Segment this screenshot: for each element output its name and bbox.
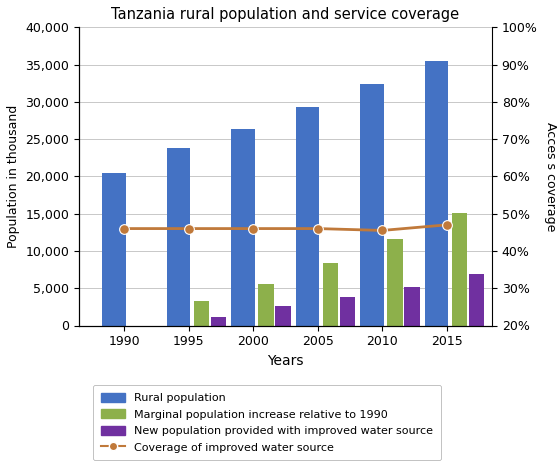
Bar [404,287,420,325]
Bar [452,213,467,326]
X-axis label: Years: Years [267,354,304,368]
Y-axis label: Acces s coverage: Acces s coverage [544,122,557,231]
Bar [258,284,274,325]
Bar [425,61,448,326]
Bar [102,173,126,326]
Bar [340,297,355,325]
Bar [167,148,190,326]
Y-axis label: Population in thousand: Population in thousand [7,105,20,248]
Bar [323,263,338,326]
Bar [231,129,254,326]
Bar [361,84,383,325]
Bar [468,274,484,326]
Bar [275,306,291,326]
Bar [387,239,403,326]
Bar [296,107,319,326]
Bar [211,317,226,326]
Bar [194,301,210,326]
Legend: Rural population, Marginal population increase relative to 1990, New population : Rural population, Marginal population in… [93,385,441,460]
Title: Tanzania rural population and service coverage: Tanzania rural population and service co… [111,7,459,22]
